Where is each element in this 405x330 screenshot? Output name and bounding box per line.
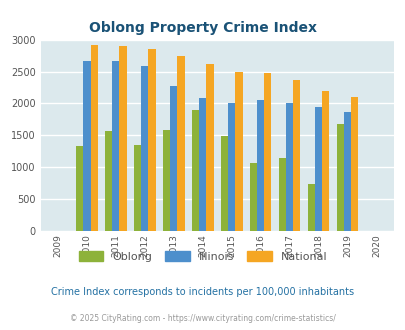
Bar (177, 55, 184, 231)
Bar (105, 131, 112, 231)
Bar (76, 146, 83, 231)
Bar (192, 110, 198, 231)
Bar (228, 103, 235, 231)
Bar (264, 73, 271, 231)
Bar (220, 136, 228, 231)
Legend: Oblong, Illinois, National: Oblong, Illinois, National (74, 247, 331, 267)
Bar (235, 72, 242, 231)
Bar (336, 124, 343, 231)
Bar (141, 66, 148, 231)
Bar (343, 112, 350, 231)
Bar (90, 45, 98, 231)
Bar (249, 163, 256, 231)
Bar (278, 158, 285, 231)
Bar (134, 145, 141, 231)
Bar (119, 46, 126, 231)
Text: Oblong Property Crime Index: Oblong Property Crime Index (89, 21, 316, 35)
Bar (162, 130, 170, 231)
Bar (170, 85, 177, 231)
Bar (83, 61, 90, 231)
Bar (148, 49, 155, 231)
Bar (314, 107, 322, 231)
Bar (350, 97, 358, 231)
Text: Crime Index corresponds to incidents per 100,000 inhabitants: Crime Index corresponds to incidents per… (51, 287, 354, 297)
Text: © 2025 CityRating.com - https://www.cityrating.com/crime-statistics/: © 2025 CityRating.com - https://www.city… (70, 314, 335, 323)
Bar (112, 61, 119, 231)
Bar (198, 98, 206, 231)
Bar (322, 91, 328, 231)
Bar (285, 103, 292, 231)
Bar (256, 100, 264, 231)
Bar (292, 81, 300, 231)
Bar (307, 184, 314, 231)
Bar (206, 64, 213, 231)
